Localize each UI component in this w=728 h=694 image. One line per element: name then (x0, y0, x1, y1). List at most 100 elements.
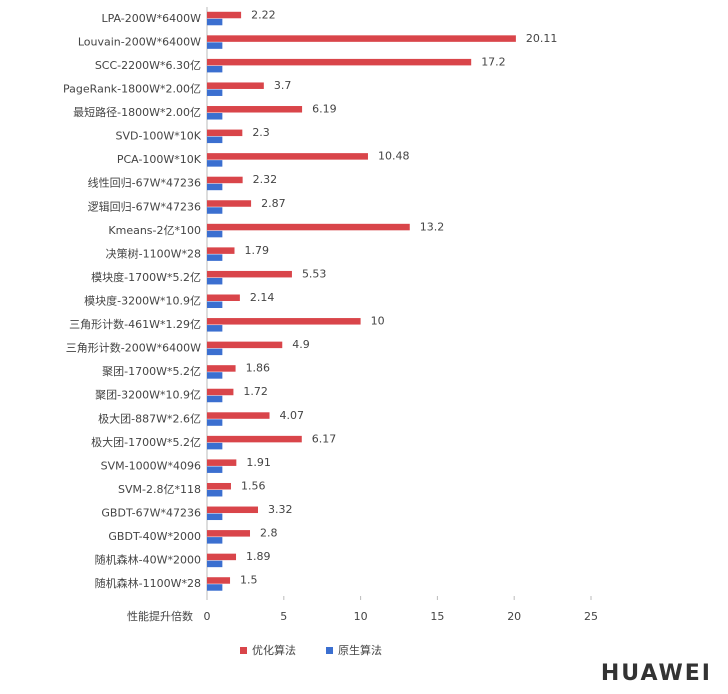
watermark: HUAWEI (601, 661, 712, 686)
value-label: 1.5 (240, 574, 257, 587)
bar (207, 513, 223, 521)
bar (207, 35, 516, 42)
bar (207, 207, 223, 214)
bar (207, 200, 252, 207)
bar (207, 183, 223, 191)
bar (207, 388, 234, 396)
y-tick-label: 三角形计数-461W*1.29亿 (69, 318, 201, 331)
y-tick-label: 模块度-1700W*5.2亿 (91, 270, 201, 284)
value-label: 2.3 (252, 126, 270, 139)
legend-swatch (326, 647, 333, 654)
legend-label: 原生算法 (338, 643, 382, 657)
y-tick-label: 聚团-3200W*10.9亿 (95, 389, 201, 402)
bar (207, 160, 223, 167)
bar (207, 254, 223, 261)
bar (207, 560, 223, 568)
y-tick-label: 模块度-3200W*10.9亿 (84, 294, 201, 308)
value-label: 3.32 (268, 503, 293, 516)
bar (207, 89, 223, 96)
y-tick-label: 决策树-1100W*28 (106, 246, 201, 260)
bar (207, 459, 237, 466)
y-tick-label: SVM-2.8亿*118 (118, 483, 201, 496)
value-label: 2.22 (251, 8, 275, 21)
y-tick-label: GBDT-67W*47236 (101, 507, 201, 520)
value-label: 2.87 (261, 197, 286, 210)
value-label: 1.91 (246, 456, 270, 469)
bar (207, 153, 368, 160)
bar (207, 18, 223, 26)
bar (207, 325, 223, 332)
value-label: 4.9 (292, 338, 310, 351)
value-label: 1.86 (246, 362, 270, 375)
value-label: 1.89 (246, 550, 271, 563)
value-label: 6.17 (312, 432, 337, 445)
legend-swatch (240, 647, 247, 654)
x-tick-label: 25 (584, 610, 598, 623)
y-tick-label: Kmeans-2亿*100 (108, 224, 201, 237)
value-label: 1.72 (243, 385, 267, 398)
bar (207, 489, 223, 497)
bar (207, 419, 223, 426)
y-tick-label: SCC-2200W*6.30亿 (95, 59, 201, 72)
value-label: 20.11 (526, 32, 558, 45)
x-tick-label: 0 (204, 610, 211, 623)
bar (207, 348, 223, 356)
y-tick-label: 三角形计数-200W*6400W (66, 342, 201, 355)
bar (207, 58, 472, 66)
bar (207, 113, 223, 120)
y-tick-label: PageRank-1800W*2.00亿 (63, 82, 201, 95)
value-label: 1.56 (241, 479, 266, 492)
bar (207, 136, 223, 144)
y-tick-label: 最短路径-1800W*2.00亿 (73, 105, 201, 119)
y-tick-label: LPA-200W*6400W (101, 12, 201, 25)
y-tick-label: 聚团-1700W*5.2亿 (102, 365, 201, 378)
x-tick-label: 5 (280, 610, 287, 623)
bar (207, 230, 223, 238)
bar (207, 247, 235, 254)
x-tick-label: 15 (430, 610, 444, 623)
bar (207, 435, 302, 443)
y-tick-label: SVD-100W*10K (115, 130, 201, 143)
bar (207, 270, 292, 278)
bar (207, 223, 410, 231)
bar (207, 11, 242, 19)
x-tick-label: 20 (507, 610, 521, 623)
bar (207, 395, 223, 403)
value-label: 4.07 (280, 409, 305, 422)
y-tick-label: SVM-1000W*4096 (101, 459, 201, 472)
bar (207, 42, 223, 49)
value-label: 2.14 (250, 291, 275, 304)
y-tick-label: Louvain-200W*6400W (78, 35, 201, 48)
y-tick-label: 随机森林-40W*2000 (95, 553, 201, 567)
bar (207, 277, 223, 285)
bar (207, 129, 243, 137)
bar (207, 412, 270, 419)
value-label: 10.48 (378, 150, 410, 163)
y-tick-label: PCA-100W*10K (117, 153, 202, 166)
bar (207, 530, 251, 537)
x-tick-label: 10 (354, 610, 368, 623)
bar (207, 372, 223, 379)
y-tick-label: 极大团-887W*2.6亿 (98, 411, 201, 425)
bar (207, 82, 264, 89)
value-label: 2.32 (253, 173, 278, 186)
bar (207, 506, 258, 514)
value-label: 3.7 (274, 79, 292, 92)
value-label: 5.53 (302, 267, 327, 280)
bar (207, 584, 223, 591)
bar (207, 294, 240, 301)
bar (207, 466, 223, 473)
x-axis-title: 性能提升倍数 (127, 609, 193, 623)
y-tick-label: 随机森林-1100W*28 (95, 576, 201, 590)
value-label: 17.2 (481, 55, 506, 68)
bar (207, 65, 223, 73)
bar (207, 318, 361, 325)
value-label: 1.79 (244, 244, 268, 257)
value-label: 6.19 (312, 103, 337, 116)
bar (207, 482, 231, 490)
y-tick-label: 逻辑回归-67W*47236 (88, 199, 201, 213)
bar (207, 577, 231, 584)
value-label: 13.2 (420, 220, 445, 233)
y-tick-label: GBDT-40W*2000 (108, 530, 201, 543)
